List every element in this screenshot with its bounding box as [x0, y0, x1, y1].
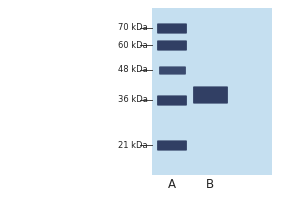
Bar [152, 8, 272, 175]
FancyBboxPatch shape [157, 23, 187, 34]
Text: 21 kDa: 21 kDa [118, 140, 148, 149]
FancyBboxPatch shape [193, 86, 228, 104]
FancyBboxPatch shape [159, 66, 186, 75]
FancyBboxPatch shape [157, 40, 187, 51]
Text: 48 kDa: 48 kDa [118, 66, 148, 74]
FancyBboxPatch shape [157, 140, 187, 151]
Text: B: B [206, 179, 214, 192]
FancyBboxPatch shape [157, 95, 187, 106]
Text: 36 kDa: 36 kDa [118, 96, 148, 104]
Text: 70 kDa: 70 kDa [118, 23, 148, 32]
Text: 60 kDa: 60 kDa [118, 40, 148, 49]
Text: A: A [168, 179, 176, 192]
